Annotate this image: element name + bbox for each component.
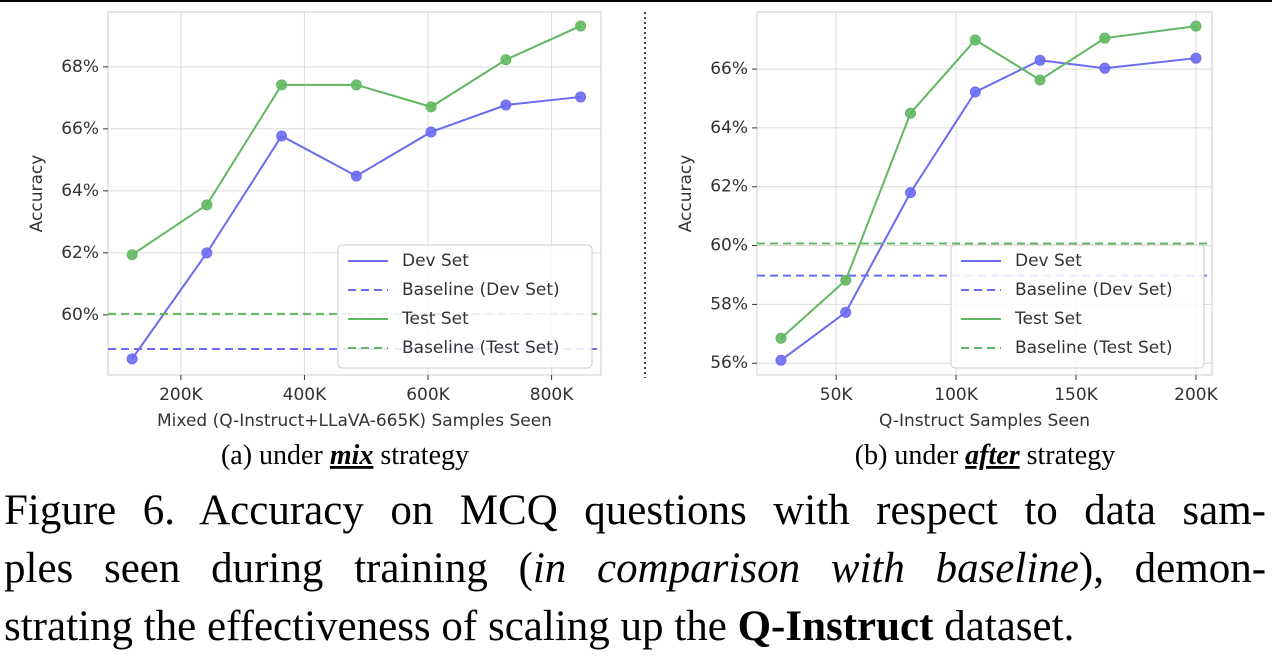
- data-point: [126, 249, 138, 261]
- data-point: [575, 91, 587, 103]
- x-tick-label: 600K: [406, 385, 450, 405]
- legend-box: [337, 244, 593, 369]
- y-tick-label: 60%: [710, 236, 748, 256]
- legend-label: Baseline (Test Set): [1015, 338, 1173, 358]
- data-point: [840, 274, 852, 286]
- y-axis-label: Accuracy: [27, 155, 47, 233]
- x-tick-label: 100K: [934, 385, 978, 405]
- y-tick-label: 58%: [710, 294, 748, 314]
- caption-line: ples seen during training (in comparison…: [4, 540, 1266, 598]
- data-point: [350, 170, 362, 182]
- data-point: [775, 332, 787, 344]
- x-tick-label: 400K: [283, 385, 327, 405]
- caption-text: ples seen during training (: [4, 545, 533, 592]
- data-point: [969, 86, 981, 98]
- data-point: [500, 99, 512, 111]
- legend-label: Dev Set: [402, 251, 469, 271]
- y-tick-label: 64%: [710, 118, 748, 138]
- data-point: [1034, 74, 1046, 86]
- x-axis-label: Q-Instruct Samples Seen: [879, 411, 1090, 431]
- legend-label: Test Set: [1014, 309, 1082, 329]
- x-tick-label: 200K: [159, 385, 203, 405]
- data-point: [905, 107, 917, 119]
- subcaption-part: (a) under: [221, 440, 330, 471]
- data-point: [575, 20, 587, 32]
- legend-label: Test Set: [401, 309, 469, 329]
- caption-line: Figure 6. Accuracy on MCQ questions with…: [4, 482, 1266, 540]
- data-point: [905, 187, 917, 199]
- caption-text: ), demon-: [1078, 545, 1267, 592]
- data-point: [1099, 62, 1111, 74]
- x-tick-label: 150K: [1054, 385, 1098, 405]
- legend-label: Baseline (Dev Set): [1015, 280, 1173, 300]
- caption-text: in comparison with baseline: [532, 545, 1079, 592]
- x-axis-label: Mixed (Q-Instruct+LLaVA-665K) Samples Se…: [157, 411, 552, 431]
- data-point: [276, 79, 288, 91]
- y-tick-label: 64%: [61, 181, 99, 201]
- y-tick-label: 62%: [710, 177, 748, 197]
- y-tick-label: 62%: [61, 243, 99, 263]
- subcaption-part: after: [965, 440, 1021, 471]
- data-point: [500, 54, 512, 66]
- legend-label: Baseline (Test Set): [402, 338, 560, 358]
- legend-label: Baseline (Dev Set): [402, 280, 560, 300]
- legend-label: Dev Set: [1015, 251, 1082, 271]
- data-point: [840, 306, 852, 318]
- y-tick-label: 56%: [710, 353, 748, 373]
- legend-box: [950, 244, 1205, 369]
- caption-text: Q-Instruct: [737, 603, 934, 650]
- y-tick-label: 66%: [710, 59, 748, 79]
- subcaption-part: strategy: [1020, 440, 1116, 471]
- data-point: [1190, 52, 1202, 64]
- data-point: [201, 247, 213, 259]
- data-point: [1034, 54, 1046, 66]
- data-point: [969, 34, 981, 46]
- subcaption-part: mix: [330, 440, 374, 471]
- caption-text: Figure 6. Accuracy on MCQ questions with…: [4, 487, 1266, 534]
- x-tick-label: 50K: [820, 385, 854, 405]
- subcaption-part: (b) under: [855, 440, 965, 471]
- y-axis-label: Accuracy: [676, 155, 696, 233]
- data-point: [201, 199, 213, 211]
- data-point: [425, 126, 437, 138]
- y-tick-label: 66%: [61, 119, 99, 139]
- data-point: [350, 79, 362, 91]
- caption: Figure 6. Accuracy on MCQ questions with…: [4, 482, 1266, 656]
- data-point: [425, 101, 437, 113]
- caption-text: dataset.: [933, 603, 1075, 650]
- subcaption-part: strategy: [373, 440, 469, 471]
- y-tick-label: 60%: [61, 305, 99, 325]
- data-point: [1099, 32, 1111, 44]
- x-tick-label: 800K: [530, 385, 574, 405]
- subcaption: (b) under after strategy: [855, 440, 1115, 471]
- data-point: [1190, 20, 1202, 32]
- subcaption: (a) under mix strategy: [221, 440, 469, 471]
- caption-line: strating the effectiveness of scaling up…: [4, 598, 1266, 656]
- x-tick-label: 200K: [1174, 385, 1218, 405]
- figure: 200K 400K 600K 800K 60% 62% 64% 66% 68% Accuracy M…: [0, 0, 1272, 471]
- y-tick-label: 68%: [61, 57, 99, 77]
- caption-text: strating the effectiveness of scaling up…: [4, 603, 738, 650]
- data-point: [276, 130, 288, 142]
- data-point: [775, 354, 787, 366]
- data-point: [126, 353, 138, 365]
